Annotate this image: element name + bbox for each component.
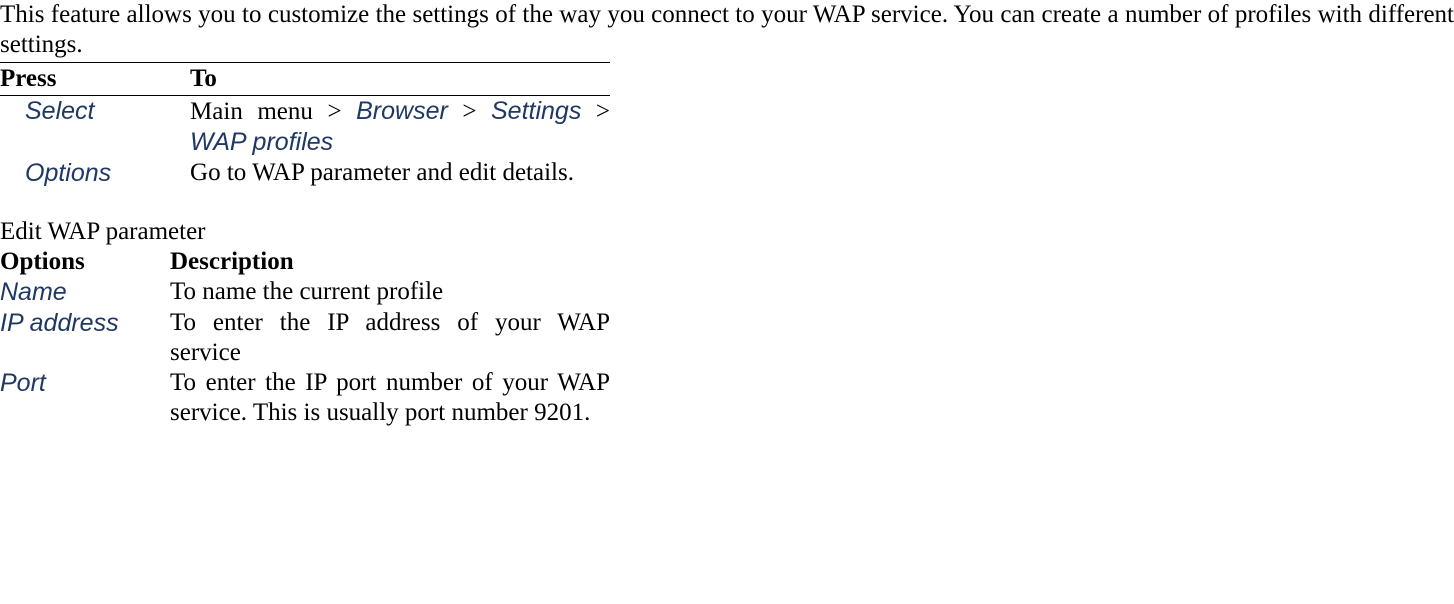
option-name: Name: [0, 278, 67, 306]
table-row: IP address To enter the IP address of yo…: [0, 308, 610, 368]
path-wap-profiles: WAP profiles: [190, 128, 333, 156]
table-row: Select Main menu > Browser > Settings > …: [0, 96, 610, 159]
table-header-description: Description: [170, 247, 610, 277]
table-header-press: Press: [0, 63, 190, 96]
edit-wap-heading: Edit WAP parameter: [0, 217, 1454, 247]
path-sep: >: [448, 98, 491, 125]
path-prefix: Main menu >: [190, 98, 356, 125]
table-row: Options Go to WAP parameter and edit det…: [0, 158, 610, 189]
table-row: Port To enter the IP port number of your…: [0, 368, 610, 428]
press-options: Options: [25, 159, 111, 187]
desc-name: To name the current profile: [170, 277, 610, 308]
intro-text: This feature allows you to customize the…: [0, 0, 1454, 60]
table-header-options: Options: [0, 247, 170, 277]
table-row: Name To name the current profile: [0, 277, 610, 308]
options-description-table: Options Description Name To name the cur…: [0, 247, 610, 428]
to-select-path: Main menu > Browser > Settings > WAP pro…: [190, 96, 610, 159]
desc-port: To enter the IP port number of your WAP …: [170, 368, 610, 428]
to-options-text: Go to WAP parameter and edit details.: [190, 158, 610, 189]
table-header-row: Press To: [0, 63, 610, 96]
press-to-table: Press To Select Main menu > Browser > Se…: [0, 62, 610, 189]
path-sep: >: [581, 98, 610, 125]
table-header-to: To: [190, 63, 610, 96]
path-settings: Settings: [491, 97, 581, 125]
press-select: Select: [25, 97, 94, 125]
desc-ip-address: To enter the IP address of your WAP serv…: [170, 308, 610, 368]
path-browser: Browser: [356, 97, 448, 125]
table-header-row: Options Description: [0, 247, 610, 277]
option-port: Port: [0, 369, 46, 397]
option-ip-address: IP address: [0, 309, 119, 337]
